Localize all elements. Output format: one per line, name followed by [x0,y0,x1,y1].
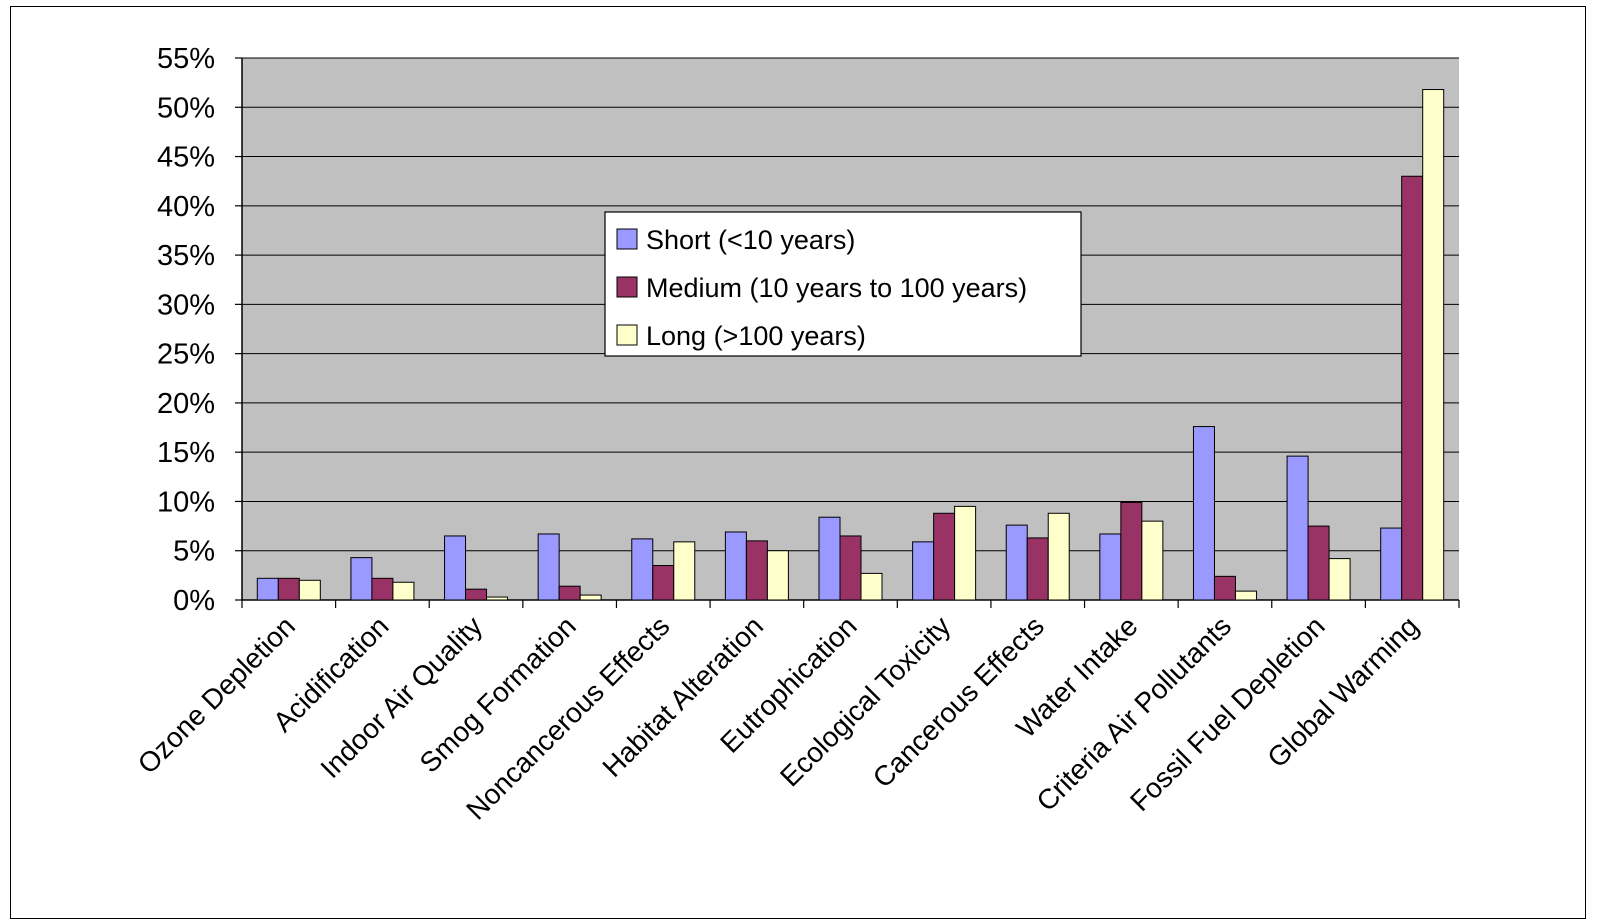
bar-short [631,538,654,601]
legend-swatch [616,276,638,298]
bar-short [1286,455,1309,601]
bar-medium [277,577,300,601]
legend-box [604,211,1082,357]
bar-short [1380,527,1403,601]
bar-long [298,579,321,601]
bar-short [350,557,373,601]
y-tick-label: 20% [157,388,215,420]
category-label: Smog Formation [414,610,582,778]
bar-long [1234,590,1257,601]
bar-long [1328,558,1351,601]
bar-medium [745,540,768,601]
y-tick-label: 40% [157,191,215,223]
y-tick-label: 10% [157,486,215,518]
y-tick-label: 5% [173,536,215,568]
bar-medium [1120,501,1143,601]
category-label: Ecological Toxicity [774,610,956,792]
bar-medium [839,535,862,601]
legend-swatch [616,228,638,250]
bar-short [912,541,935,601]
bar-long [766,550,789,601]
bar-medium [1401,175,1424,601]
y-tick-label: 30% [157,289,215,321]
category-label: Cancerous Effects [867,610,1050,793]
y-tick-label: 55% [157,43,215,75]
category-label: Ozone Depletion [132,610,301,779]
legend-label: Long (>100 years) [646,321,866,351]
bar-medium [652,565,675,601]
legend-swatch [616,324,638,346]
bar-medium [465,588,488,601]
bar-long [579,594,602,601]
bar-short [1192,426,1215,601]
bar-medium [371,577,394,601]
bar-medium [1213,575,1236,601]
category-label: Indoor Air Quality [314,610,488,784]
legend-label: Short (<10 years) [646,225,855,255]
y-tick-label: 45% [157,142,215,174]
bar-short [256,577,279,601]
bar-long [1047,512,1070,601]
bar-medium [1307,525,1330,601]
legend-label: Medium (10 years to 100 years) [646,273,1027,303]
y-tick-label: 50% [157,92,215,124]
bar-short [1099,533,1122,601]
bar-long [1141,520,1164,601]
bar-long [392,581,415,601]
bar-short [1005,524,1028,601]
bar-medium [558,585,581,601]
y-tick-label: 35% [157,240,215,272]
bar-medium [933,512,956,601]
bar-medium [1026,537,1049,601]
bar-short [444,535,467,601]
bar-short [724,531,747,601]
bar-long [673,541,696,601]
bar-short [537,533,560,601]
y-tick-label: 25% [157,339,215,371]
bar-long [860,572,883,601]
bar-long [954,505,977,601]
bar-long [486,596,509,601]
bar-short [818,516,841,601]
category-label: Habitat Alteration [596,610,769,783]
y-tick-label: 15% [157,437,215,469]
y-tick-label: 0% [173,585,215,617]
bar-long [1422,89,1445,601]
